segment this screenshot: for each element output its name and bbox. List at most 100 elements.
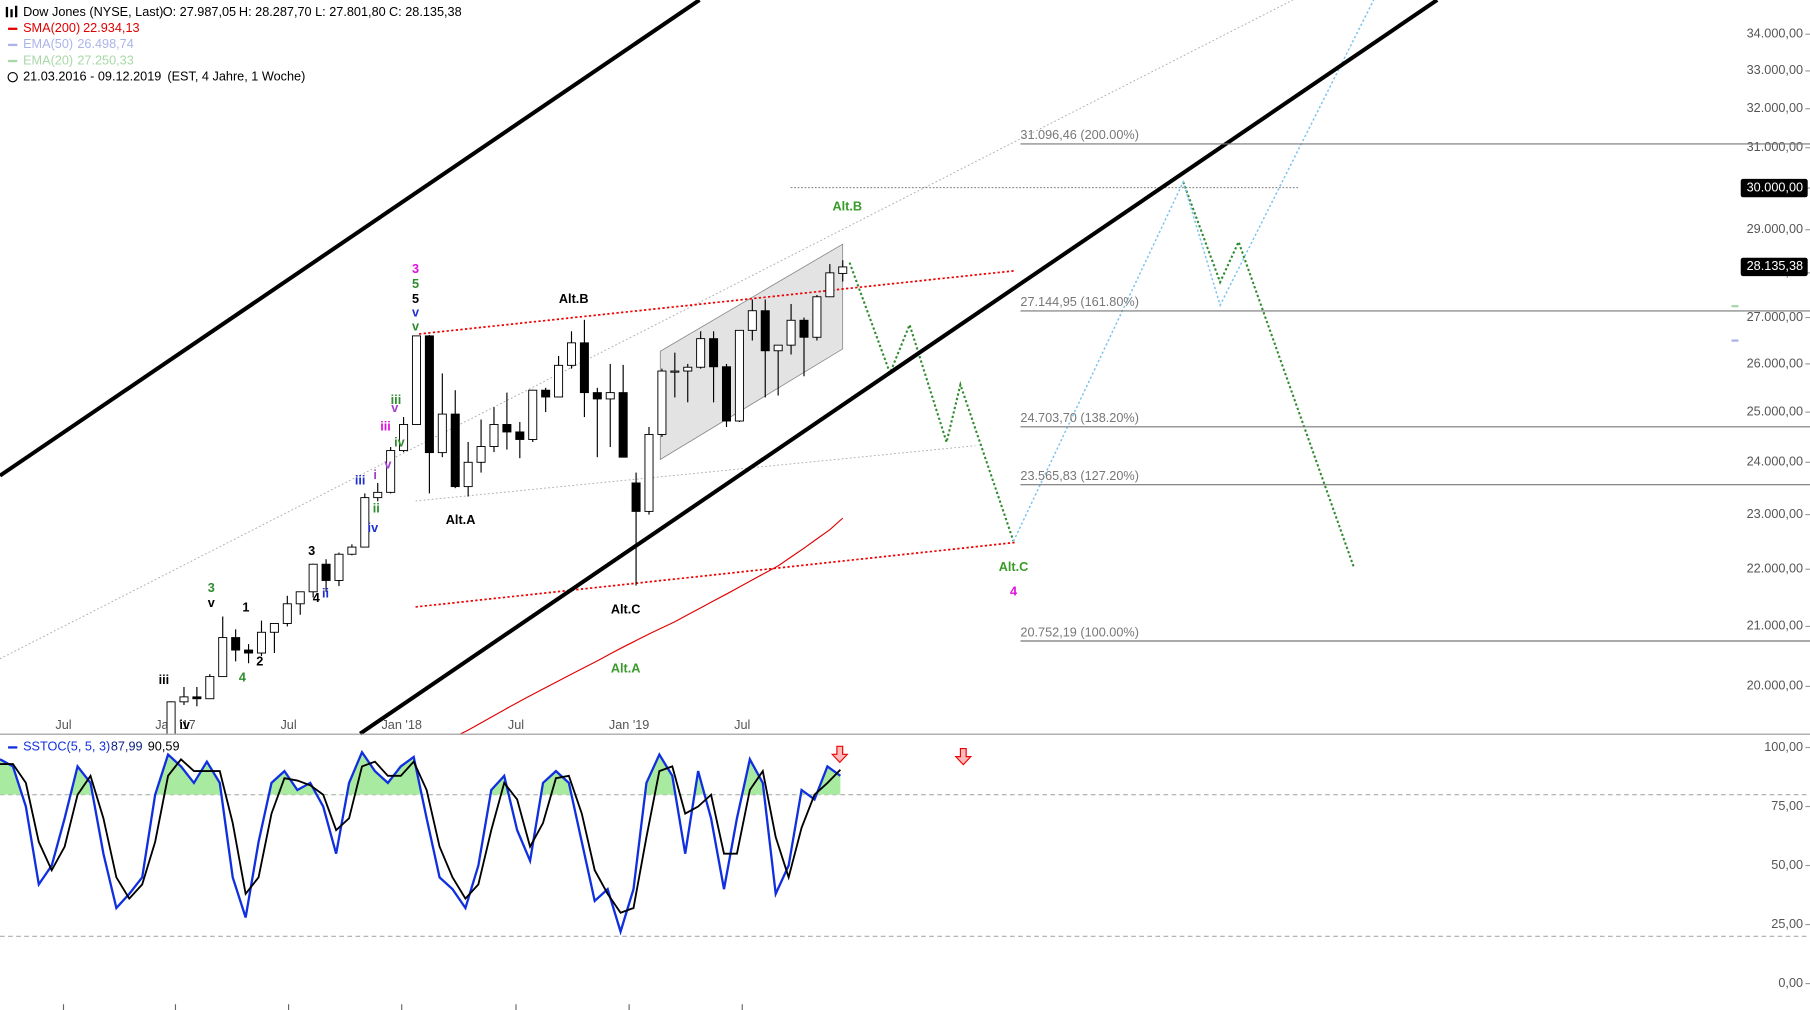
- candle-body: [709, 338, 719, 368]
- wave-label: 4: [1010, 584, 1017, 598]
- candle-body: [592, 392, 602, 400]
- legend-name: SMA(200): [23, 21, 80, 35]
- wave-label: v: [384, 458, 391, 472]
- price-box: [1740, 178, 1808, 198]
- x-tick-label: Jul: [508, 718, 524, 732]
- sma-line: [459, 517, 844, 734]
- support-line: [415, 541, 1016, 608]
- candle-body: [644, 433, 654, 512]
- y-tick-label: 23.000,00: [1747, 507, 1803, 521]
- candle-body: [812, 296, 822, 338]
- wave-label: Alt.C: [999, 560, 1029, 574]
- clock-icon: [7, 71, 18, 83]
- ohlc-high: H: 28.287,70: [239, 5, 312, 19]
- wave-label: iii: [391, 393, 402, 407]
- candle-body: [295, 591, 305, 605]
- ohlc-low: L: 27.801,80: [315, 5, 386, 19]
- candle-body: [566, 342, 576, 366]
- wave-label: Alt.B: [832, 200, 862, 214]
- wave-label: iii: [355, 474, 366, 488]
- candle-body: [205, 676, 215, 700]
- candle-body: [373, 491, 383, 499]
- candle-body: [244, 649, 254, 654]
- projection: [1182, 181, 1356, 569]
- candle-body: [192, 696, 202, 700]
- stoch-d-line: [0, 757, 842, 914]
- candle-body: [657, 370, 667, 435]
- candle-body: [760, 310, 770, 352]
- y-tick-label: 34.000,00: [1747, 27, 1803, 41]
- candle-body: [334, 553, 344, 581]
- wave-label: 4: [313, 591, 320, 605]
- x-tick-label: Jul: [734, 718, 750, 732]
- legend-value: 87,99: [111, 740, 143, 754]
- wave-label: ii: [373, 501, 380, 515]
- candle-body: [360, 497, 370, 548]
- legend-value: 90,59: [148, 740, 180, 754]
- candle-body: [489, 424, 499, 447]
- candle-body: [734, 329, 744, 422]
- projection: [848, 262, 1015, 542]
- y-tick-label: 27.000,00: [1747, 310, 1803, 324]
- candle-body: [308, 563, 318, 593]
- candle-body: [605, 392, 615, 400]
- candle-body: [683, 366, 693, 372]
- projection: [1012, 0, 1375, 542]
- wave-label: Alt.A: [611, 661, 641, 675]
- trend-line: [0, 0, 701, 478]
- candle-body: [515, 431, 525, 440]
- y-tick-label: 29.000,00: [1747, 222, 1803, 236]
- candle-body: [670, 370, 680, 373]
- legend-value: 27.250,33: [77, 53, 133, 67]
- candle-body: [424, 335, 434, 454]
- resistance-line: [418, 269, 1016, 335]
- y-tick-label: 20.000,00: [1747, 679, 1803, 693]
- wave-label: 3: [208, 581, 215, 595]
- y-tick-label: 21.000,00: [1747, 619, 1803, 633]
- wave-label: Alt.B: [559, 292, 589, 306]
- wave-label: 2: [256, 655, 263, 669]
- y-tick-label: 50,00: [1771, 858, 1803, 872]
- overbought-fill: [0, 752, 841, 795]
- candle-body: [541, 389, 551, 398]
- wave-label: iv: [368, 521, 379, 535]
- range-note: (EST, 4 Jahre, 1 Woche): [167, 70, 305, 84]
- candle-body: [463, 461, 473, 488]
- candle-body: [838, 266, 848, 274]
- legend-name: EMA(50): [23, 37, 73, 51]
- candle-body: [256, 631, 266, 654]
- y-tick-label: 22.000,00: [1747, 562, 1803, 576]
- wave-label: 3: [308, 544, 315, 558]
- candle-body: [476, 446, 486, 463]
- price-plot: [166, 260, 848, 734]
- sell-signal: [954, 747, 973, 766]
- candle-body: [696, 338, 706, 368]
- date-range: 21.03.2016 - 09.12.2019: [23, 70, 161, 84]
- wave-label: i: [373, 468, 377, 482]
- drawings: [0, 0, 1439, 736]
- y-tick-label: 100,00: [1764, 740, 1803, 754]
- legend-name: EMA(20): [23, 53, 73, 67]
- candle-body: [218, 637, 228, 678]
- wave-label: v: [412, 306, 419, 320]
- y-tick-label: 24.000,00: [1747, 455, 1803, 469]
- wave-label: v: [391, 401, 398, 415]
- candle-body: [786, 319, 796, 346]
- fib-label: 23.565,83 (127.20%): [1020, 469, 1139, 483]
- wave-label: iii: [380, 420, 391, 434]
- wave-label: 3: [412, 262, 419, 276]
- candle-body: [411, 335, 421, 425]
- trend-line: [415, 445, 976, 502]
- legend-value: 26.498,74: [77, 37, 133, 51]
- candle-body: [269, 623, 279, 633]
- fib-label: 20.752,19 (100.00%): [1020, 625, 1139, 639]
- y-tick-label: 31.000,00: [1747, 140, 1803, 154]
- candle-body: [773, 344, 783, 352]
- wave-label: 5: [412, 292, 419, 306]
- wave-label: Alt.A: [446, 513, 476, 527]
- wave-label: ii: [322, 587, 329, 601]
- x-tick-label: Jan '19: [609, 718, 650, 732]
- candle-body: [231, 637, 241, 651]
